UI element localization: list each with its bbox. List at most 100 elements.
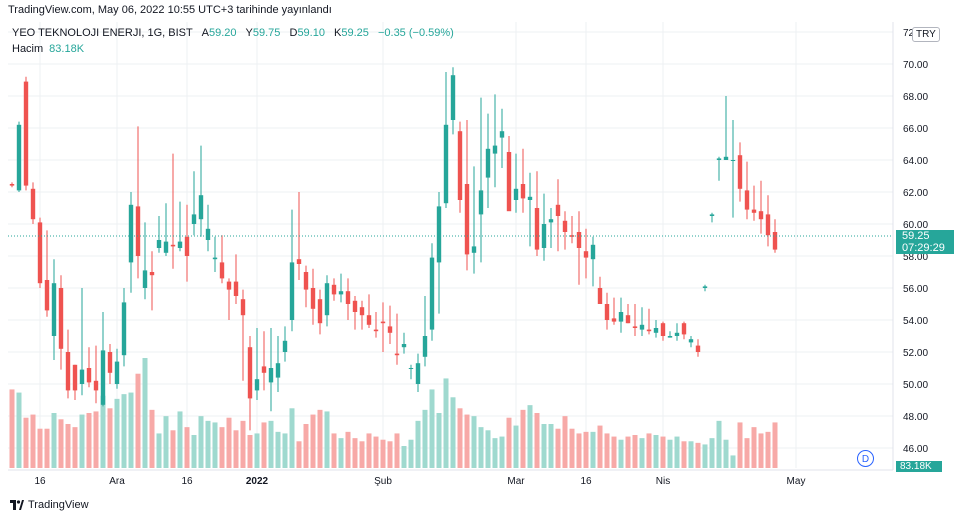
volume-bar (72, 427, 78, 468)
volume-bar (646, 433, 652, 468)
footer-brand-name: TradingView (28, 499, 89, 511)
candle-body (653, 328, 659, 333)
candle-body (723, 156, 729, 160)
volume-bar (639, 438, 645, 468)
volume-bar (583, 431, 589, 468)
price-axis[interactable]: 46.00 48.00 50.00 52.00 54.00 56.00 58.00 60.00… (892, 22, 928, 470)
volume-bar (653, 435, 659, 468)
candle-body (121, 302, 127, 356)
candle-body (345, 291, 351, 304)
volume-bar (352, 438, 358, 468)
volume-bar (149, 409, 155, 468)
volume-bar (611, 436, 617, 468)
volume-bar (93, 411, 99, 468)
chart-grid (8, 22, 893, 468)
candle-body (156, 240, 162, 248)
candle-body (226, 281, 232, 290)
candle-body (485, 148, 491, 178)
candle-body (86, 368, 92, 383)
volume-bar (23, 417, 29, 468)
volume-bar (492, 438, 498, 468)
volume-bar (289, 408, 295, 468)
volume-legend[interactable]: Hacim 83.18K (12, 43, 84, 55)
volume-bar (226, 417, 232, 468)
volume-bar (702, 444, 708, 468)
price-tick-label: 56.00 (903, 284, 928, 295)
volume-bar (471, 416, 477, 468)
candle-body (373, 329, 379, 332)
volume-bar (751, 427, 757, 468)
volume-bar (506, 417, 512, 468)
volume-bar (142, 358, 148, 468)
candle-body (457, 131, 463, 200)
change-value: −0.35 (−0.59%) (377, 27, 454, 39)
volume-bar (765, 431, 771, 468)
candle-body (338, 291, 344, 295)
symbol-legend[interactable]: YEO TEKNOLOJI ENERJI, 1G, BIST A59.20 Y5… (12, 27, 454, 39)
volume-bar (310, 414, 316, 468)
symbol-title: YEO TEKNOLOJI ENERJI, 1G, BIST (12, 27, 193, 39)
candle-body (401, 344, 407, 348)
volume-bar (576, 433, 582, 468)
volume-bar (100, 395, 106, 468)
volume-bar (681, 441, 687, 468)
price-tick-label: 64.00 (903, 156, 928, 167)
candle-body (737, 155, 743, 189)
volume-bar (240, 420, 246, 468)
volume-bar (282, 433, 288, 468)
candle-body (58, 288, 64, 349)
candle-body (632, 326, 638, 328)
volume-bar (296, 441, 302, 468)
candle-body (751, 209, 757, 213)
candle-body (464, 184, 470, 255)
footer-brand[interactable]: TradingView (10, 499, 89, 511)
volume-bar (443, 378, 449, 468)
candle-body (212, 257, 218, 260)
volume-bar (597, 425, 603, 468)
volume-bar (660, 436, 666, 468)
price-candles (9, 67, 778, 431)
candle-body (618, 312, 624, 322)
candle-body (772, 232, 778, 250)
candle-body (534, 208, 540, 250)
candle-body (191, 214, 197, 224)
volume-bar (275, 431, 281, 468)
volume-bar (513, 425, 519, 468)
price-tick-label: 52.00 (903, 348, 928, 359)
candle-body (730, 160, 736, 161)
candle-body (583, 251, 589, 258)
volume-bar (548, 424, 554, 468)
volume-bar (121, 394, 127, 468)
volume-bar (177, 411, 183, 468)
candle-body (513, 188, 519, 200)
candle-body (184, 236, 190, 256)
candle-body (205, 228, 211, 240)
candle-body (450, 75, 456, 120)
volume-bar (184, 427, 190, 468)
time-axis[interactable]: 16 Ara 16 2022 Şub Mar 16 Nis May (8, 469, 893, 487)
candle-body (499, 131, 505, 138)
candle-body (149, 272, 155, 276)
dividend-marker-icon[interactable]: D (857, 450, 874, 467)
volume-bar (163, 416, 169, 468)
time-tick-label: 16 (181, 476, 193, 487)
volume-bar (723, 439, 729, 468)
low-value: 59.10 (297, 27, 325, 39)
candle-body (436, 206, 442, 263)
close-label: K (334, 27, 342, 39)
candle-body (107, 352, 113, 373)
candle-body (492, 145, 498, 154)
candle-body (93, 380, 99, 391)
candle-body (667, 336, 673, 338)
volume-bar (408, 439, 414, 468)
currency-button[interactable]: TRY (912, 27, 940, 42)
candle-body (520, 184, 526, 199)
volume-bar (387, 441, 393, 468)
volume-bar (485, 430, 491, 468)
volume-bar (436, 413, 442, 468)
volume-bar (737, 422, 743, 468)
volume-bar (758, 433, 764, 468)
volume-bar (170, 430, 176, 468)
candle-body (639, 324, 645, 330)
